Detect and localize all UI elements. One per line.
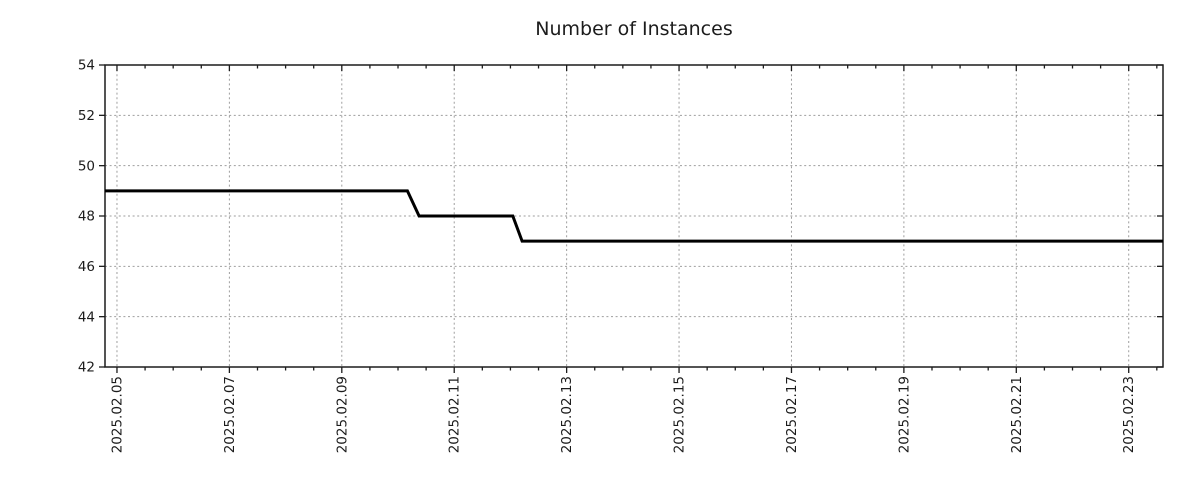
x-tick-label: 2025.02.19: [896, 376, 912, 453]
x-tick-label: 2025.02.23: [1121, 376, 1137, 453]
x-tick-label: 2025.02.13: [559, 376, 575, 453]
x-tick-label: 2025.02.07: [222, 376, 238, 453]
x-tick-label: 2025.02.09: [334, 376, 350, 453]
x-tick-label: 2025.02.17: [784, 376, 800, 453]
y-tick-label: 54: [78, 58, 95, 74]
y-tick-label: 44: [78, 309, 95, 325]
series-line-instances: [105, 189, 1163, 243]
x-tick-label: 2025.02.11: [447, 376, 463, 453]
x-tick-label: 2025.02.21: [1009, 376, 1025, 453]
y-tick-label: 48: [78, 209, 95, 225]
grid-lines: [105, 65, 1163, 367]
x-tick-label: 2025.02.15: [672, 376, 688, 453]
plot-border: [104, 64, 1164, 368]
axis-ticks: [99, 64, 1163, 373]
y-tick-label: 50: [78, 158, 95, 174]
y-tick-label: 46: [78, 259, 95, 275]
axis-labels: 42 44 46 48 50 52 54 2025.02.05 2025.02.07 2025.0…: [78, 58, 1137, 454]
y-tick-label: 52: [78, 108, 95, 124]
y-tick-label: 42: [78, 360, 95, 376]
chart-title: Number of Instances: [535, 18, 733, 40]
x-tick-label: 2025.02.05: [109, 376, 125, 453]
